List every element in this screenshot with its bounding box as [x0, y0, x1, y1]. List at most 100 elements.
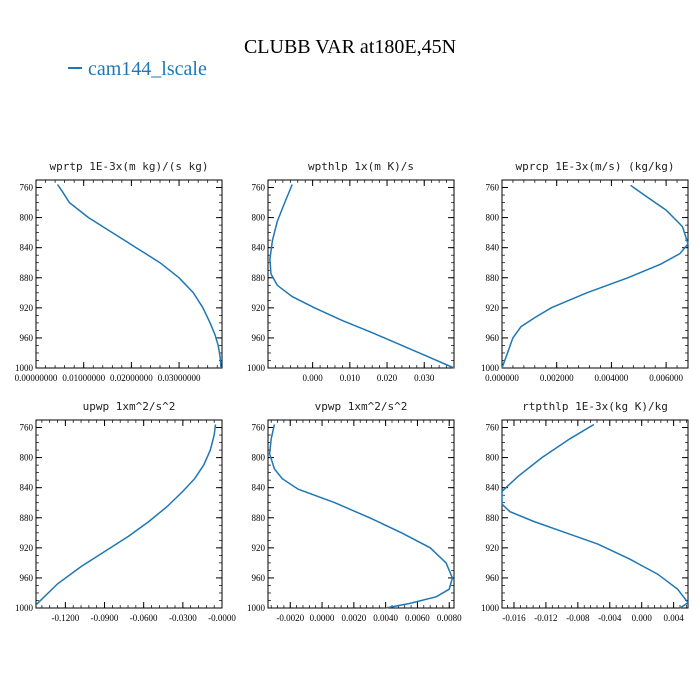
- x-tick-label: 0.03000000: [158, 373, 201, 383]
- y-tick-label: 800: [486, 213, 500, 223]
- plot-frame: [501, 419, 689, 609]
- plot-frame: [267, 419, 455, 609]
- panel-6: rtpthlp 1E-3x(kg K)/kg -0.016 -0.012 -0.008…: [481, 400, 690, 623]
- x-tick-label: 0.01000000: [62, 373, 105, 383]
- y-tick-label: 760: [486, 183, 500, 193]
- y-tick-label: 880: [252, 273, 266, 283]
- x-tick-label: 0.004: [664, 613, 685, 623]
- x-tick-label: 0.0000: [310, 613, 335, 623]
- y-tick-label: 1000: [481, 603, 500, 613]
- series-line: [501, 423, 690, 609]
- series-line: [56, 184, 222, 369]
- y-tick-label: 880: [20, 273, 34, 283]
- x-tick-label: 0.004000: [595, 373, 629, 383]
- panel-title: wpthlp 1x(m K)/s: [308, 160, 414, 173]
- legend: cam144_lscale: [68, 58, 207, 81]
- x-tick-label: -0.004: [598, 613, 622, 623]
- x-tick-label: 0.000: [303, 373, 324, 383]
- y-tick-label: 960: [20, 573, 34, 583]
- y-tick-label: 920: [20, 303, 34, 313]
- panel-3: wprcp 1E-3x(m/s) (kg/kg) 0.000000 0.002000…: [481, 160, 689, 383]
- panel-title: upwp 1xm^2/s^2: [83, 400, 176, 413]
- y-tick-label: 960: [486, 573, 500, 583]
- y-tick-label: 920: [252, 543, 266, 553]
- x-tick-label: 0.000: [632, 613, 653, 623]
- x-tick-label: 0.006000: [649, 373, 683, 383]
- series-line: [269, 184, 455, 369]
- panel-title: wprcp 1E-3x(m/s) (kg/kg): [516, 160, 675, 173]
- x-tick-label: -0.0300: [169, 613, 197, 623]
- y-tick-label: 880: [486, 513, 500, 523]
- y-tick-label: 760: [486, 423, 500, 433]
- x-tick-label: -0.0000: [208, 613, 236, 623]
- y-tick-label: 1000: [247, 603, 266, 613]
- x-tick-label: 0.00000000: [15, 373, 58, 383]
- y-tick-label: 920: [486, 303, 500, 313]
- plot-frame: [35, 179, 223, 369]
- x-tick-label: -0.0020: [276, 613, 304, 623]
- y-tick-label: 800: [486, 453, 500, 463]
- x-tick-label: 0.0020: [341, 613, 366, 623]
- x-tick-label: 0.0040: [373, 613, 398, 623]
- y-tick-label: 960: [486, 333, 500, 343]
- panel-title: rtpthlp 1E-3x(kg K)/kg: [522, 400, 668, 413]
- legend-line-marker: [68, 67, 82, 70]
- panel-5: vpwp 1xm^2/s^2 -0.0020 0.0000 0.0020 0.0040 0…: [247, 400, 462, 623]
- y-tick-label: 840: [486, 483, 500, 493]
- y-tick-label: 840: [252, 483, 266, 493]
- x-tick-label: -0.016: [502, 613, 526, 623]
- y-tick-label: 840: [20, 243, 34, 253]
- page-title: CLUBB VAR at180E,45N: [243, 36, 457, 58]
- y-tick-label: 840: [252, 243, 266, 253]
- panel-title: vpwp 1xm^2/s^2: [315, 400, 408, 413]
- y-tick-label: 840: [20, 483, 34, 493]
- x-tick-label: 0.02000000: [110, 373, 153, 383]
- panel-4: upwp 1xm^2/s^2 -0.1200 -0.0900 -0.0600 -0.03…: [15, 400, 236, 623]
- x-tick-label: 0.002000: [540, 373, 574, 383]
- x-tick-label: -0.008: [566, 613, 590, 623]
- y-tick-label: 800: [20, 453, 34, 463]
- y-tick-label: 880: [486, 273, 500, 283]
- y-tick-label: 1000: [247, 363, 266, 373]
- y-tick-label: 920: [252, 303, 266, 313]
- y-tick-label: 960: [252, 573, 266, 583]
- plot-frame: [35, 419, 223, 609]
- y-tick-label: 800: [252, 213, 266, 223]
- x-tick-label: 0.020: [377, 373, 398, 383]
- x-tick-label: 0.000000: [485, 373, 519, 383]
- y-tick-label: 1000: [481, 363, 500, 373]
- y-tick-label: 1000: [15, 603, 34, 613]
- x-tick-label: 0.030: [414, 373, 435, 383]
- y-tick-label: 800: [252, 453, 266, 463]
- y-tick-label: 760: [252, 423, 266, 433]
- series-line: [36, 424, 217, 605]
- y-tick-label: 840: [486, 243, 500, 253]
- x-tick-label: -0.012: [534, 613, 557, 623]
- legend-label: cam144_lscale: [88, 58, 207, 80]
- series-line: [501, 184, 689, 369]
- y-tick-label: 800: [20, 213, 34, 223]
- series-line: [268, 424, 454, 609]
- x-tick-label: -0.1200: [51, 613, 79, 623]
- y-tick-label: 760: [20, 183, 34, 193]
- y-tick-label: 920: [20, 543, 34, 553]
- x-tick-label: 0.0060: [405, 613, 430, 623]
- y-tick-label: 760: [252, 183, 266, 193]
- y-tick-label: 960: [20, 333, 34, 343]
- panel-1: wprtp 1E-3x(m kg)/(s kg) 0.00000000 0.0100…: [15, 160, 223, 383]
- plot-frame: [501, 179, 689, 369]
- x-tick-label: -0.0900: [91, 613, 119, 623]
- x-tick-label: -0.0600: [130, 613, 158, 623]
- panel-2: wpthlp 1x(m K)/s 0.000 0.010 0.020 0.030 760 8…: [247, 160, 455, 383]
- x-tick-label: 0.010: [340, 373, 361, 383]
- y-tick-label: 920: [486, 543, 500, 553]
- y-tick-label: 880: [252, 513, 266, 523]
- y-tick-label: 880: [20, 513, 34, 523]
- plot-frame: [267, 179, 455, 369]
- x-tick-label: 0.0080: [437, 613, 462, 623]
- y-tick-label: 1000: [15, 363, 34, 373]
- y-tick-label: 760: [20, 423, 34, 433]
- panel-title: wprtp 1E-3x(m kg)/(s kg): [50, 160, 209, 173]
- y-tick-label: 960: [252, 333, 266, 343]
